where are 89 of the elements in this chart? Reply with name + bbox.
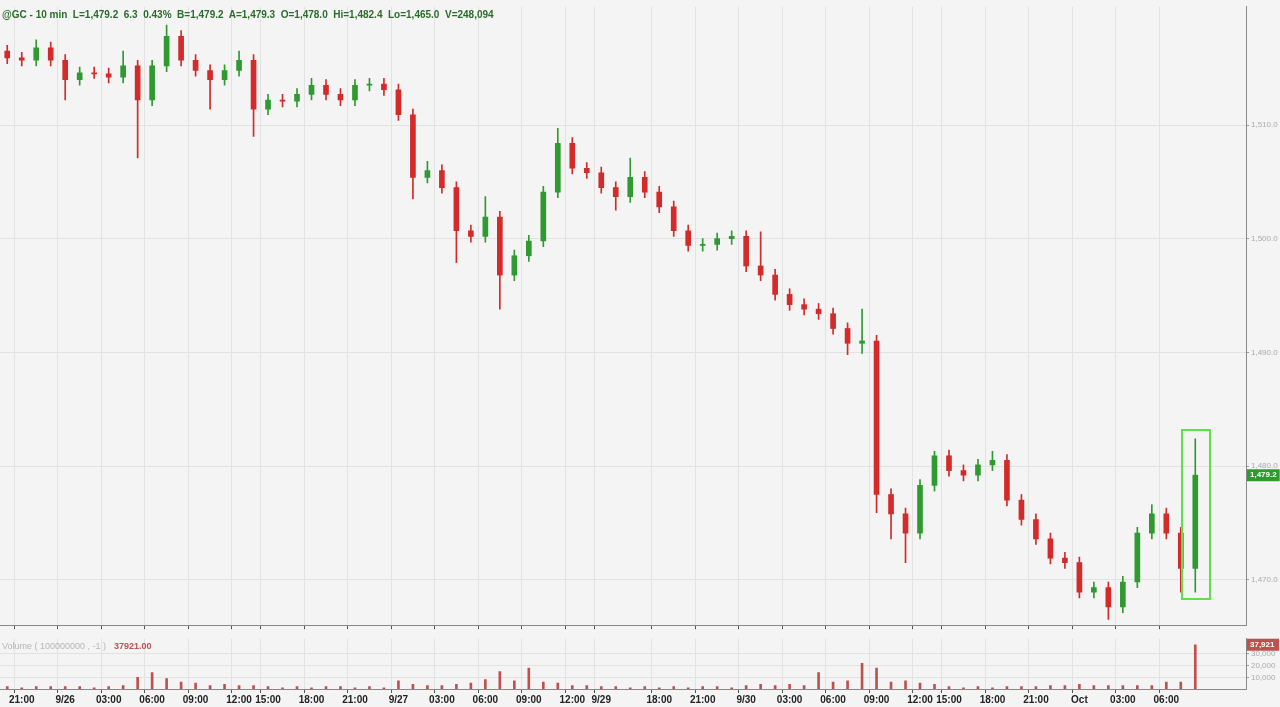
x-tick-label: 21:00	[342, 693, 369, 705]
x-tick-label: 9/30	[736, 693, 757, 705]
annotation: 37,921	[1250, 639, 1276, 649]
x-tick-label: 03:00	[95, 693, 122, 705]
bar	[78, 686, 82, 689]
bar	[49, 686, 53, 689]
bar	[788, 684, 791, 689]
bar	[1107, 685, 1110, 689]
bar	[397, 680, 400, 689]
x-tick-label: 03:00	[776, 693, 803, 705]
y-tick-label: 30,000	[1251, 649, 1277, 659]
bar	[5, 686, 9, 689]
bar	[426, 685, 429, 689]
bar	[585, 685, 589, 689]
chart-title: @GC - 10 min L=1,479.2 6.3 0.43% B=1,479.2 A=1,479.3 O=1,478.0 Hi=1,482.4 Lo=1,465.0 V=248,094	[2, 8, 495, 20]
bar	[759, 684, 762, 689]
y-tick-label: 1,480.0	[1251, 461, 1279, 471]
bar	[614, 686, 618, 689]
bar	[904, 680, 907, 689]
annotation: 37921.00	[114, 641, 152, 652]
bar	[136, 677, 139, 689]
bar	[194, 682, 197, 689]
bar	[339, 686, 342, 689]
x-tick-label: 12:00	[226, 693, 253, 705]
x-tick-label: 15:00	[255, 693, 282, 705]
candlestick	[91, 66, 97, 79]
x-tick-label: 09:00	[516, 693, 543, 705]
bar	[223, 684, 226, 689]
x-tick-label: Oct	[1071, 693, 1089, 705]
bar	[1150, 685, 1154, 689]
bar	[643, 686, 647, 689]
x-tick-label: 06:00	[1153, 693, 1180, 705]
x-tick-label: 12:00	[907, 693, 934, 705]
x-tick-label: 06:00	[472, 693, 499, 705]
bar	[570, 685, 574, 689]
bar	[252, 685, 255, 689]
x-tick-label: 18:00	[979, 693, 1006, 705]
y-tick-label: 1,490.0	[1251, 347, 1279, 357]
annotation: 1,479.2	[1250, 470, 1278, 480]
bar	[455, 684, 458, 689]
x-tick-label: 9/27	[388, 693, 409, 705]
bar	[1164, 681, 1168, 689]
bar	[368, 686, 371, 689]
bar	[541, 681, 545, 689]
bar	[1193, 644, 1197, 689]
candlestick	[18, 51, 25, 67]
bar	[556, 682, 560, 689]
bar	[1136, 685, 1139, 689]
bar	[1078, 684, 1081, 689]
bar	[107, 686, 110, 689]
bar	[933, 684, 936, 689]
bar	[34, 686, 38, 689]
candlestick	[207, 64, 213, 110]
x-tick-label: 18:00	[298, 693, 325, 705]
x-tick-label: 09:00	[182, 693, 209, 705]
bar	[1049, 685, 1052, 689]
x-tick-label: 21:00	[8, 693, 35, 705]
candlestick	[699, 238, 706, 252]
x-tick-label: 9/26	[55, 693, 76, 705]
bar	[527, 667, 531, 689]
x-tick-label: 09:00	[863, 693, 890, 705]
bar	[672, 686, 676, 689]
bar	[875, 667, 878, 689]
bar	[484, 679, 487, 689]
x-tick-label: 21:00	[689, 693, 716, 705]
y-tick-label: 1,510.0	[1251, 120, 1279, 130]
y-tick-label: 10,000	[1251, 672, 1277, 682]
x-tick-label: 12:00	[559, 693, 586, 705]
x-tick-label: 03:00	[429, 693, 456, 705]
x-tick-label: 06:00	[139, 693, 166, 705]
candlestick	[859, 308, 865, 354]
bar	[715, 686, 719, 689]
bar	[1179, 681, 1183, 689]
x-tick-label: 06:00	[820, 693, 847, 705]
bar	[701, 686, 705, 689]
x-tick-label: 21:00	[1023, 693, 1050, 705]
x-tick-label: 03:00	[1110, 693, 1137, 705]
bar	[513, 680, 516, 689]
bar	[165, 678, 168, 689]
bar	[1020, 686, 1023, 689]
y-tick-label: 1,500.0	[1251, 233, 1279, 243]
bar	[63, 686, 67, 689]
bar	[817, 672, 820, 689]
x-tick-label: 18:00	[646, 693, 673, 705]
x-tick-label: 15:00	[936, 693, 963, 705]
x-tick-label: 9/29	[591, 693, 612, 705]
y-tick-label: 1,470.0	[1251, 574, 1279, 584]
bar	[846, 680, 849, 689]
bar	[599, 686, 603, 689]
